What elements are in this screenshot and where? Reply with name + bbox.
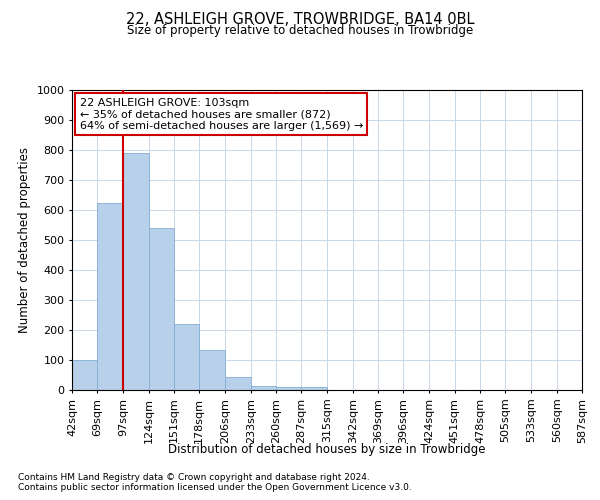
Bar: [149, 228, 174, 390]
Text: 22, ASHLEIGH GROVE, TROWBRIDGE, BA14 0BL: 22, ASHLEIGH GROVE, TROWBRIDGE, BA14 0BL: [126, 12, 474, 28]
Bar: [97, 202, 124, 390]
Bar: [251, 386, 276, 390]
Text: Contains public sector information licensed under the Open Government Licence v3: Contains public sector information licen…: [18, 482, 412, 492]
Bar: [276, 387, 301, 390]
Text: Distribution of detached houses by size in Trowbridge: Distribution of detached houses by size …: [168, 442, 486, 456]
Bar: [226, 378, 251, 390]
Bar: [174, 324, 199, 390]
Text: Contains HM Land Registry data © Crown copyright and database right 2024.: Contains HM Land Registry data © Crown c…: [18, 472, 370, 482]
Bar: [124, 153, 149, 390]
Bar: [72, 360, 97, 390]
Text: Size of property relative to detached houses in Trowbridge: Size of property relative to detached ho…: [127, 24, 473, 37]
Bar: [199, 350, 226, 390]
Bar: [301, 387, 328, 390]
Y-axis label: Number of detached properties: Number of detached properties: [18, 147, 31, 333]
Text: 22 ASHLEIGH GROVE: 103sqm
← 35% of detached houses are smaller (872)
64% of semi: 22 ASHLEIGH GROVE: 103sqm ← 35% of detac…: [80, 98, 363, 130]
